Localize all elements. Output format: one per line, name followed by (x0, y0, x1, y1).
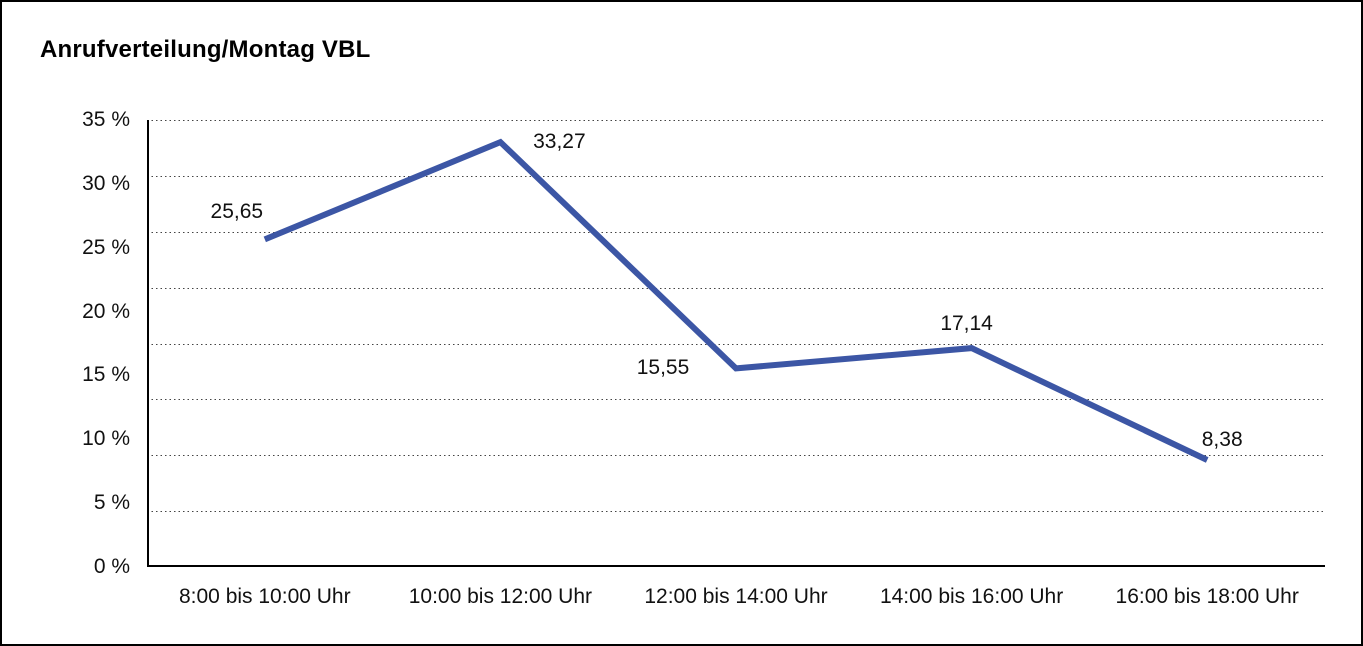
y-axis-tick-label: 15 % (82, 363, 130, 387)
x-axis-category-label: 10:00 bis 12:00 Uhr (408, 585, 593, 608)
data-point-label: 33,27 (533, 130, 586, 154)
y-axis-tick-label: 35 % (82, 108, 130, 131)
x-axis-category-label: 12:00 bis 14:00 Uhr (644, 585, 828, 608)
data-point-label: 15,55 (636, 356, 690, 380)
plot-svg (147, 120, 1325, 567)
x-axis-category-label: 16:00 bis 18:00 Uhr (1115, 585, 1299, 608)
plot-area (147, 120, 1325, 567)
x-axis-category-label: 14:00 bis 16:00 Uhr (879, 585, 1064, 608)
data-point-label: 25,65 (210, 200, 264, 224)
y-axis-tick-label: 30 % (82, 171, 130, 195)
y-axis-tick-label: 0 % (93, 555, 130, 578)
y-axis-tick-label: 20 % (82, 299, 130, 323)
series-line (263, 138, 1209, 463)
data-point-label: 17,14 (940, 312, 993, 336)
y-axis-tick-label: 5 % (93, 491, 130, 515)
x-axis-category-label: 8:00 bis 10:00 Uhr (178, 585, 351, 608)
y-axis-tick-label: 25 % (82, 235, 130, 259)
y-axis-tick-label: 10 % (82, 427, 130, 451)
chart-title: Anrufverteilung/Montag VBL (40, 36, 371, 63)
data-point-label: 8,38 (1201, 427, 1243, 451)
